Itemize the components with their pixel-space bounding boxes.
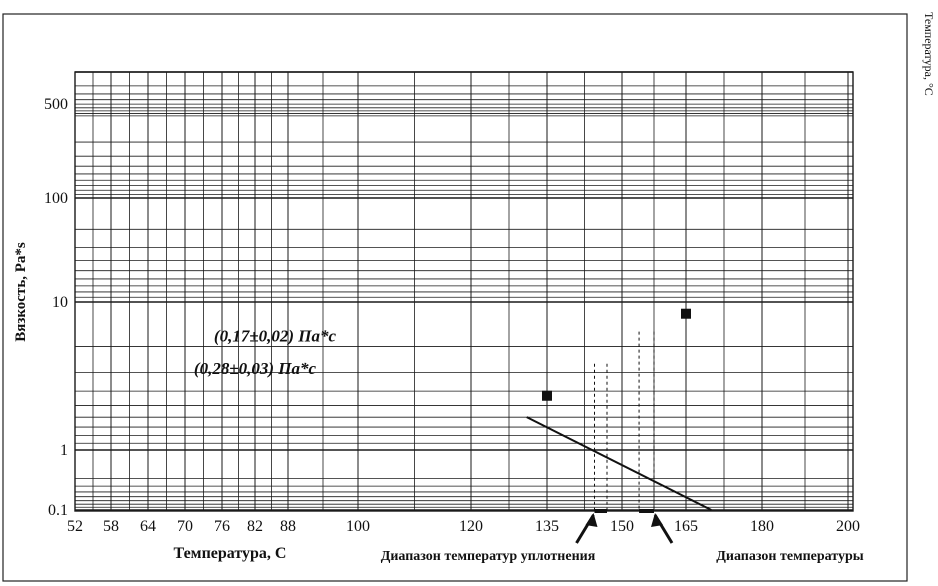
range-label-2: Диапазон температуры (716, 549, 864, 564)
x-tick-label: 64 (140, 518, 156, 535)
data-point (681, 308, 691, 319)
grid (74, 71, 854, 512)
x-tick-label: 76 (214, 518, 230, 535)
x-tick-label: 200 (836, 518, 860, 535)
y-tick-label: 0.1 (48, 502, 68, 519)
range-label-1: Диапазон температур уплотнения (381, 549, 596, 564)
data-point (542, 390, 552, 401)
x-tick-label: 150 (610, 518, 634, 535)
band-label-2: (0,17±0,02) Па*с (214, 327, 337, 346)
band-label-1: (0,28±0,03) Па*с (194, 359, 317, 378)
x-tick-label: 52 (67, 518, 83, 535)
x-tick-label: 165 (674, 518, 698, 535)
y-tick-label: 10 (52, 294, 68, 311)
trend-line (526, 416, 712, 511)
range-arrowhead (651, 513, 663, 527)
series (526, 308, 712, 511)
range-arrowhead (585, 513, 598, 527)
x-axis-title: Температура, С (174, 545, 287, 562)
ranges: Диапазон температур уплотнения Диапазон т… (381, 331, 864, 564)
x-tick-label: 58 (103, 518, 119, 535)
plot-frame (74, 71, 854, 512)
x-tick-label: 120 (459, 518, 483, 535)
x-tick-label: 70 (177, 518, 193, 535)
ticks: 52 58 64 70 76 82 88 100 120 135 150 165 180 20050010… (44, 96, 860, 535)
y-tick-label: 100 (44, 190, 68, 207)
x-tick-label: 82 (247, 518, 263, 535)
y-axis-title: Вязкость, Pa*s (13, 242, 29, 342)
x-tick-label: 100 (346, 518, 370, 535)
x-tick-label: 135 (535, 518, 559, 535)
side-label: Температура, °С (922, 12, 936, 96)
chart-border (2, 13, 908, 582)
y-tick-label: 500 (44, 96, 68, 113)
x-tick-label: 180 (750, 518, 774, 535)
bands: (0,28±0,03) Па*с (0,17±0,02) Па*с (194, 327, 337, 378)
y-tick-label: 1 (60, 442, 68, 459)
x-tick-label: 88 (280, 518, 296, 535)
